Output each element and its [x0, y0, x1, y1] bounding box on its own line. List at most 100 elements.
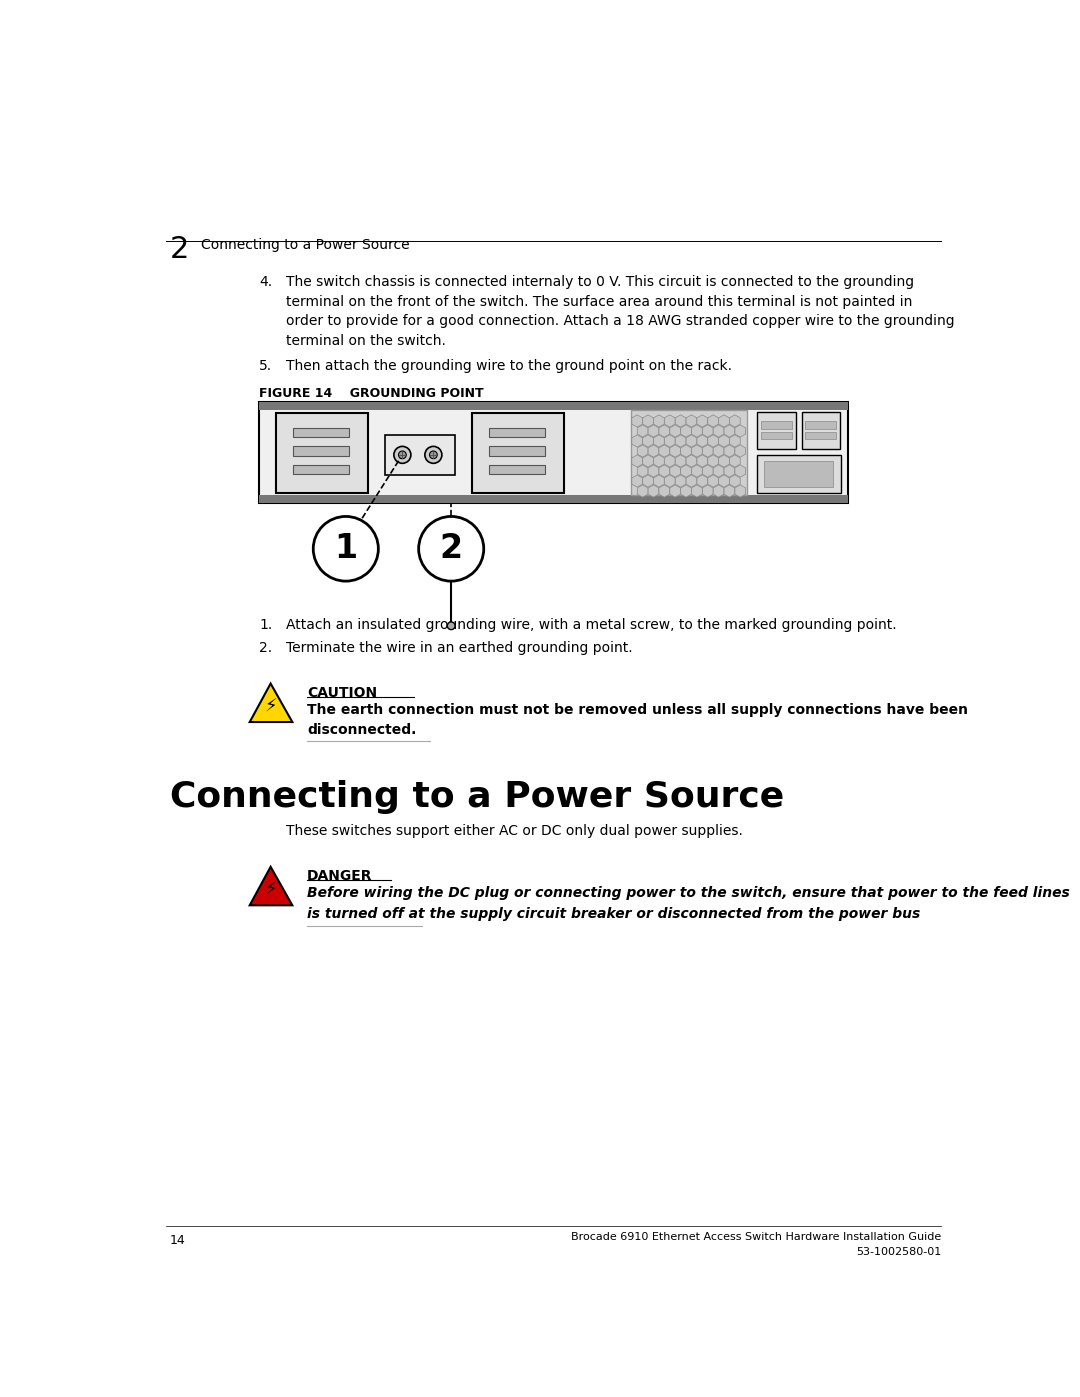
Text: 2.: 2. — [259, 641, 272, 655]
Polygon shape — [664, 415, 675, 427]
Polygon shape — [632, 415, 643, 427]
Polygon shape — [724, 444, 734, 457]
Polygon shape — [659, 425, 670, 437]
Polygon shape — [637, 485, 648, 497]
Bar — [631, 411, 747, 495]
Polygon shape — [718, 455, 729, 467]
Polygon shape — [691, 465, 702, 478]
Text: FIGURE 14    GROUNDING POINT: FIGURE 14 GROUNDING POINT — [259, 387, 484, 400]
Polygon shape — [707, 455, 718, 467]
Polygon shape — [670, 485, 680, 497]
Polygon shape — [653, 475, 664, 488]
Text: Brocade 6910 Ethernet Access Switch Hardware Installation Guide
53-1002580-01: Brocade 6910 Ethernet Access Switch Hard… — [570, 1232, 941, 1256]
Circle shape — [430, 451, 437, 458]
Polygon shape — [637, 425, 648, 437]
Polygon shape — [707, 434, 718, 447]
Bar — [757, 455, 841, 493]
Text: The switch chassis is connected internaly to 0 V. This circuit is connected to t: The switch chassis is connected internal… — [286, 275, 955, 348]
Bar — [806, 432, 836, 440]
Polygon shape — [632, 434, 643, 447]
Polygon shape — [648, 485, 659, 497]
Polygon shape — [734, 485, 745, 497]
Bar — [259, 495, 848, 503]
Circle shape — [419, 517, 484, 581]
Polygon shape — [702, 485, 713, 497]
Bar — [489, 447, 545, 455]
Text: Before wiring the DC plug or connecting power to the switch, ensure that power t: Before wiring the DC plug or connecting … — [307, 886, 1070, 921]
Polygon shape — [659, 485, 670, 497]
Polygon shape — [675, 455, 686, 467]
Text: DANGER: DANGER — [307, 869, 373, 883]
Polygon shape — [729, 434, 740, 447]
Polygon shape — [702, 444, 713, 457]
Text: Connecting to a Power Source: Connecting to a Power Source — [201, 239, 409, 253]
Bar — [489, 465, 545, 474]
Text: The earth connection must not be removed unless all supply connections have been: The earth connection must not be removed… — [307, 703, 968, 738]
Text: Terminate the wire in an earthed grounding point.: Terminate the wire in an earthed groundi… — [286, 641, 633, 655]
Polygon shape — [718, 415, 729, 427]
Polygon shape — [697, 415, 707, 427]
Text: CAUTION: CAUTION — [307, 686, 377, 700]
Bar — [489, 427, 545, 437]
Polygon shape — [691, 425, 702, 437]
Polygon shape — [686, 434, 697, 447]
Polygon shape — [648, 465, 659, 478]
Polygon shape — [659, 465, 670, 478]
Text: 2: 2 — [170, 236, 189, 264]
Circle shape — [399, 451, 406, 458]
Bar — [761, 420, 793, 429]
Bar — [276, 412, 367, 493]
Text: 14: 14 — [170, 1234, 186, 1248]
Polygon shape — [680, 425, 691, 437]
Bar — [757, 412, 796, 448]
Polygon shape — [729, 475, 740, 488]
Text: Connecting to a Power Source: Connecting to a Power Source — [170, 780, 784, 814]
Polygon shape — [670, 425, 680, 437]
Text: 1: 1 — [334, 532, 357, 566]
Polygon shape — [734, 444, 745, 457]
Polygon shape — [249, 683, 293, 722]
Polygon shape — [724, 485, 734, 497]
Polygon shape — [664, 434, 675, 447]
Polygon shape — [697, 475, 707, 488]
Polygon shape — [632, 475, 643, 488]
Polygon shape — [686, 415, 697, 427]
Polygon shape — [664, 475, 675, 488]
Text: 1.: 1. — [259, 617, 272, 631]
Polygon shape — [713, 465, 724, 478]
Polygon shape — [686, 455, 697, 467]
Polygon shape — [707, 475, 718, 488]
Text: These switches support either AC or DC only dual power supplies.: These switches support either AC or DC o… — [286, 824, 743, 838]
Polygon shape — [653, 434, 664, 447]
Polygon shape — [697, 434, 707, 447]
Polygon shape — [637, 444, 648, 457]
Polygon shape — [643, 415, 653, 427]
Text: Attach an insulated grounding wire, with a metal screw, to the marked grounding : Attach an insulated grounding wire, with… — [286, 617, 896, 631]
Polygon shape — [675, 415, 686, 427]
Polygon shape — [653, 455, 664, 467]
Polygon shape — [713, 485, 724, 497]
Polygon shape — [729, 455, 740, 467]
Polygon shape — [648, 425, 659, 437]
Polygon shape — [675, 434, 686, 447]
Polygon shape — [718, 475, 729, 488]
Bar — [764, 461, 834, 488]
Polygon shape — [653, 415, 664, 427]
Polygon shape — [249, 866, 293, 905]
Polygon shape — [691, 485, 702, 497]
Text: 5.: 5. — [259, 359, 272, 373]
Polygon shape — [734, 465, 745, 478]
Text: 2: 2 — [440, 532, 462, 566]
Circle shape — [394, 447, 410, 464]
Polygon shape — [643, 434, 653, 447]
Bar — [801, 412, 840, 448]
Polygon shape — [707, 415, 718, 427]
Polygon shape — [697, 455, 707, 467]
Text: Then attach the grounding wire to the ground point on the rack.: Then attach the grounding wire to the gr… — [286, 359, 732, 373]
Polygon shape — [680, 444, 691, 457]
Bar — [806, 420, 836, 429]
Polygon shape — [713, 425, 724, 437]
Polygon shape — [724, 425, 734, 437]
Polygon shape — [643, 455, 653, 467]
Polygon shape — [648, 444, 659, 457]
